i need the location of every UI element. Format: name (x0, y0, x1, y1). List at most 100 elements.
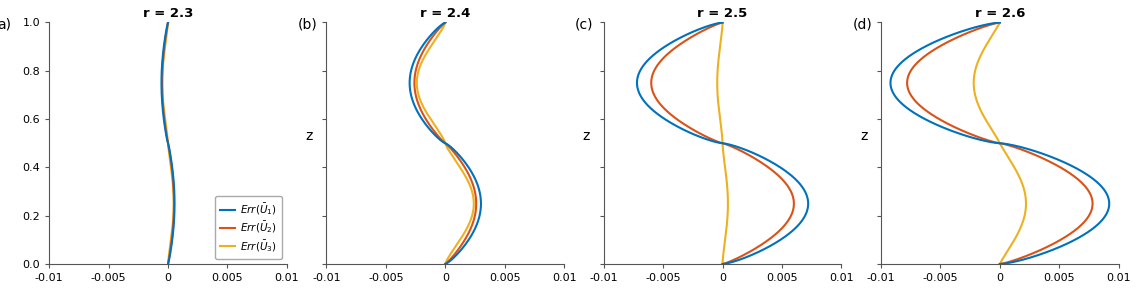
Y-axis label: z: z (860, 129, 867, 143)
$Err(\bar{U}_2)$ (438, 21, 452, 24)
$Err(\bar{U}_3)$ (413, 97, 427, 100)
$Err(\bar{U}_2)$ (156, 97, 170, 100)
$Err(\bar{U}_2)$ (156, 70, 170, 73)
$Err(\bar{U}_2)$ (452, 156, 465, 160)
$Err(\bar{U}_2)$ (438, 262, 452, 266)
$Err(\bar{U}_1)$ (885, 74, 899, 77)
$Err(\bar{U}_1)$ (462, 238, 476, 241)
$Err(\bar{U}_3)$ (438, 21, 452, 24)
Line: $Err(\bar{U}_2)$: $Err(\bar{U}_2)$ (907, 23, 1092, 264)
$Err(\bar{U}_3)$ (1008, 238, 1022, 241)
$Err(\bar{U}_3)$ (156, 70, 170, 73)
$Err(\bar{U}_3)$ (710, 74, 724, 77)
$Err(\bar{U}_2)$ (762, 238, 776, 241)
Line: $Err(\bar{U}_1)$: $Err(\bar{U}_1)$ (162, 23, 174, 264)
$Err(\bar{U}_3)$ (162, 21, 175, 24)
$Err(\bar{U}_3)$ (438, 262, 452, 266)
$Err(\bar{U}_1)$ (1069, 238, 1082, 241)
$Err(\bar{U}_2)$ (747, 156, 760, 160)
$Err(\bar{U}_3)$ (1001, 156, 1015, 160)
$Err(\bar{U}_2)$ (760, 165, 774, 168)
$Err(\bar{U}_2)$ (164, 156, 178, 160)
$Err(\bar{U}_3)$ (718, 238, 732, 241)
$Err(\bar{U}_1)$ (774, 238, 787, 241)
Line: $Err(\bar{U}_3)$: $Err(\bar{U}_3)$ (417, 23, 473, 264)
$Err(\bar{U}_3)$ (717, 156, 731, 160)
$Err(\bar{U}_2)$ (410, 97, 423, 100)
Text: (b): (b) (298, 18, 318, 32)
Line: $Err(\bar{U}_1)$: $Err(\bar{U}_1)$ (410, 23, 481, 264)
$Err(\bar{U}_1)$ (890, 97, 904, 100)
$Err(\bar{U}_2)$ (648, 70, 661, 73)
$Err(\bar{U}_3)$ (970, 97, 983, 100)
$Err(\bar{U}_3)$ (711, 70, 725, 73)
$Err(\bar{U}_1)$ (1066, 165, 1080, 168)
$Err(\bar{U}_1)$ (155, 97, 168, 100)
$Err(\bar{U}_1)$ (454, 156, 468, 160)
$Err(\bar{U}_1)$ (438, 262, 452, 266)
$Err(\bar{U}_3)$ (1007, 165, 1021, 168)
$Err(\bar{U}_1)$ (461, 165, 475, 168)
$Err(\bar{U}_1)$ (438, 21, 452, 24)
$Err(\bar{U}_3)$ (162, 262, 175, 266)
$Err(\bar{U}_3)$ (411, 74, 424, 77)
$Err(\bar{U}_2)$ (459, 238, 472, 241)
$Err(\bar{U}_3)$ (453, 165, 467, 168)
Y-axis label: z: z (305, 129, 313, 143)
$Err(\bar{U}_1)$ (772, 165, 785, 168)
$Err(\bar{U}_1)$ (633, 70, 646, 73)
Title: r = 2.5: r = 2.5 (698, 7, 748, 20)
$Err(\bar{U}_2)$ (716, 262, 729, 266)
$Err(\bar{U}_2)$ (165, 238, 179, 241)
$Err(\bar{U}_1)$ (757, 156, 770, 160)
$Err(\bar{U}_1)$ (993, 21, 1007, 24)
$Err(\bar{U}_2)$ (716, 21, 729, 24)
$Err(\bar{U}_3)$ (453, 238, 467, 241)
$Err(\bar{U}_1)$ (716, 21, 729, 24)
$Err(\bar{U}_2)$ (906, 97, 920, 100)
$Err(\bar{U}_1)$ (155, 70, 168, 73)
$Err(\bar{U}_2)$ (993, 262, 1007, 266)
$Err(\bar{U}_1)$ (716, 262, 729, 266)
$Err(\bar{U}_2)$ (156, 74, 170, 77)
$Err(\bar{U}_1)$ (632, 74, 645, 77)
$Err(\bar{U}_2)$ (1034, 156, 1048, 160)
Y-axis label: z: z (583, 129, 589, 143)
$Err(\bar{U}_1)$ (1046, 156, 1059, 160)
$Err(\bar{U}_1)$ (993, 262, 1007, 266)
$Err(\bar{U}_3)$ (993, 21, 1007, 24)
$Err(\bar{U}_1)$ (635, 97, 649, 100)
Line: $Err(\bar{U}_2)$: $Err(\bar{U}_2)$ (651, 23, 794, 264)
$Err(\bar{U}_1)$ (162, 21, 175, 24)
$Err(\bar{U}_2)$ (409, 70, 422, 73)
$Err(\bar{U}_3)$ (156, 74, 170, 77)
Title: r = 2.3: r = 2.3 (143, 7, 193, 20)
Text: (d): (d) (852, 18, 872, 32)
$Err(\bar{U}_3)$ (163, 156, 176, 160)
Line: $Err(\bar{U}_3)$: $Err(\bar{U}_3)$ (974, 23, 1026, 264)
$Err(\bar{U}_1)$ (164, 156, 178, 160)
Title: r = 2.6: r = 2.6 (974, 7, 1025, 20)
$Err(\bar{U}_3)$ (968, 70, 982, 73)
$Err(\bar{U}_2)$ (1052, 165, 1065, 168)
$Err(\bar{U}_2)$ (649, 97, 662, 100)
Text: (c): (c) (575, 18, 594, 32)
$Err(\bar{U}_3)$ (711, 97, 725, 100)
$Err(\bar{U}_1)$ (405, 97, 419, 100)
Line: $Err(\bar{U}_1)$: $Err(\bar{U}_1)$ (890, 23, 1110, 264)
Line: $Err(\bar{U}_1)$: $Err(\bar{U}_1)$ (637, 23, 808, 264)
$Err(\bar{U}_2)$ (409, 74, 422, 77)
Title: r = 2.4: r = 2.4 (420, 7, 470, 20)
$Err(\bar{U}_1)$ (155, 74, 168, 77)
$Err(\bar{U}_3)$ (716, 262, 729, 266)
Legend: $Err(\bar{U}_1)$, $Err(\bar{U}_2)$, $Err(\bar{U}_3)$: $Err(\bar{U}_1)$, $Err(\bar{U}_2)$, $Err… (215, 196, 282, 259)
$Err(\bar{U}_3)$ (967, 74, 981, 77)
$Err(\bar{U}_1)$ (404, 70, 418, 73)
$Err(\bar{U}_1)$ (403, 74, 417, 77)
$Err(\bar{U}_3)$ (446, 156, 460, 160)
$Err(\bar{U}_2)$ (993, 21, 1007, 24)
Line: $Err(\bar{U}_2)$: $Err(\bar{U}_2)$ (162, 23, 174, 264)
Line: $Err(\bar{U}_2)$: $Err(\bar{U}_2)$ (414, 23, 476, 264)
$Err(\bar{U}_3)$ (164, 238, 178, 241)
Line: $Err(\bar{U}_3)$: $Err(\bar{U}_3)$ (163, 23, 174, 264)
